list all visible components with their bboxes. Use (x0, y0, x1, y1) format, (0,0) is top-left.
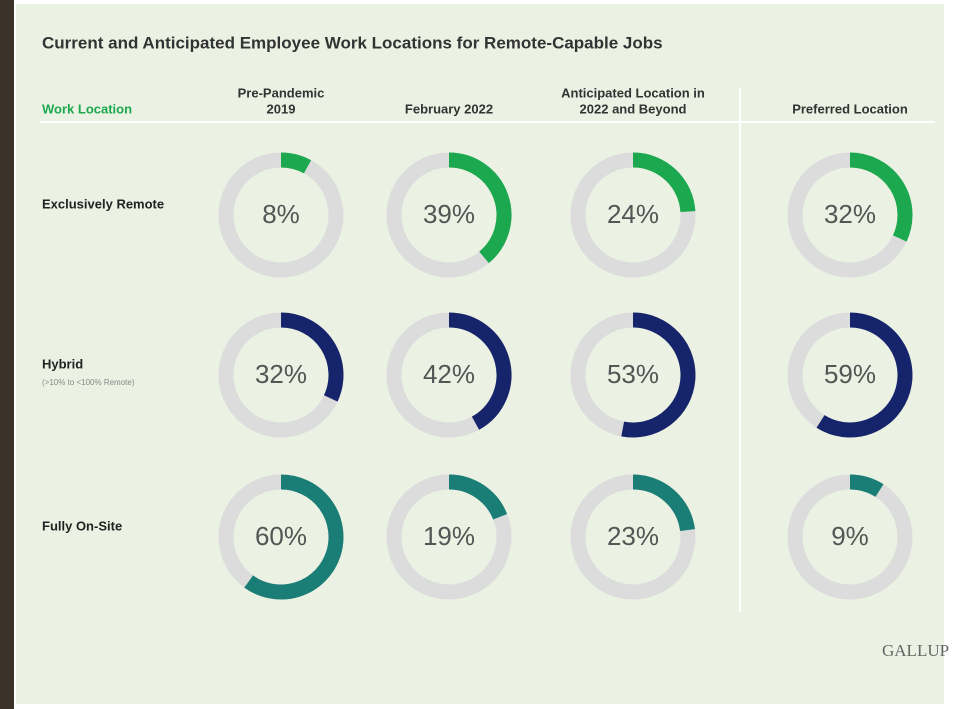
donut-arc (849, 152, 913, 242)
donut-arc (244, 474, 344, 600)
row-label: Fully On-Site (42, 518, 122, 533)
value-label: 9% (831, 521, 869, 551)
value-label: 23% (607, 521, 659, 551)
value-label: 53% (607, 359, 659, 389)
donut-arc (816, 312, 913, 438)
value-label: 42% (423, 359, 475, 389)
row-label: Exclusively Remote (42, 196, 164, 211)
donut-arc (448, 152, 512, 264)
column-header: February 2022 (405, 101, 493, 116)
chart-title: Current and Anticipated Employee Work Lo… (42, 33, 663, 52)
donut-arc (448, 474, 508, 520)
column-header: 2022 and Beyond (580, 101, 687, 116)
value-label: 8% (262, 199, 300, 229)
value-label: 59% (824, 359, 876, 389)
donut-arc (632, 474, 696, 532)
donut-arc (849, 474, 884, 498)
donut-arc (621, 312, 696, 438)
donut-arc (632, 152, 696, 213)
donut-arc (280, 312, 344, 402)
column-header: Anticipated Location in (561, 85, 705, 100)
row-note: (>10% to <100% Remote) (42, 378, 135, 387)
value-label: 24% (607, 199, 659, 229)
value-label: 32% (824, 199, 876, 229)
column-header: Preferred Location (792, 101, 908, 116)
column-header: Pre-Pandemic (238, 85, 325, 100)
value-label: 19% (423, 521, 475, 551)
value-label: 39% (423, 199, 475, 229)
row-header: Work Location (42, 101, 132, 116)
row-label: Hybrid (42, 356, 83, 371)
source-logo: GALLUP (882, 641, 949, 660)
value-label: 60% (255, 521, 307, 551)
value-label: 32% (255, 359, 307, 389)
donut-arc (448, 312, 512, 430)
photo-edge (0, 0, 14, 709)
column-header: 2019 (267, 101, 296, 116)
donut-arc (280, 152, 312, 174)
